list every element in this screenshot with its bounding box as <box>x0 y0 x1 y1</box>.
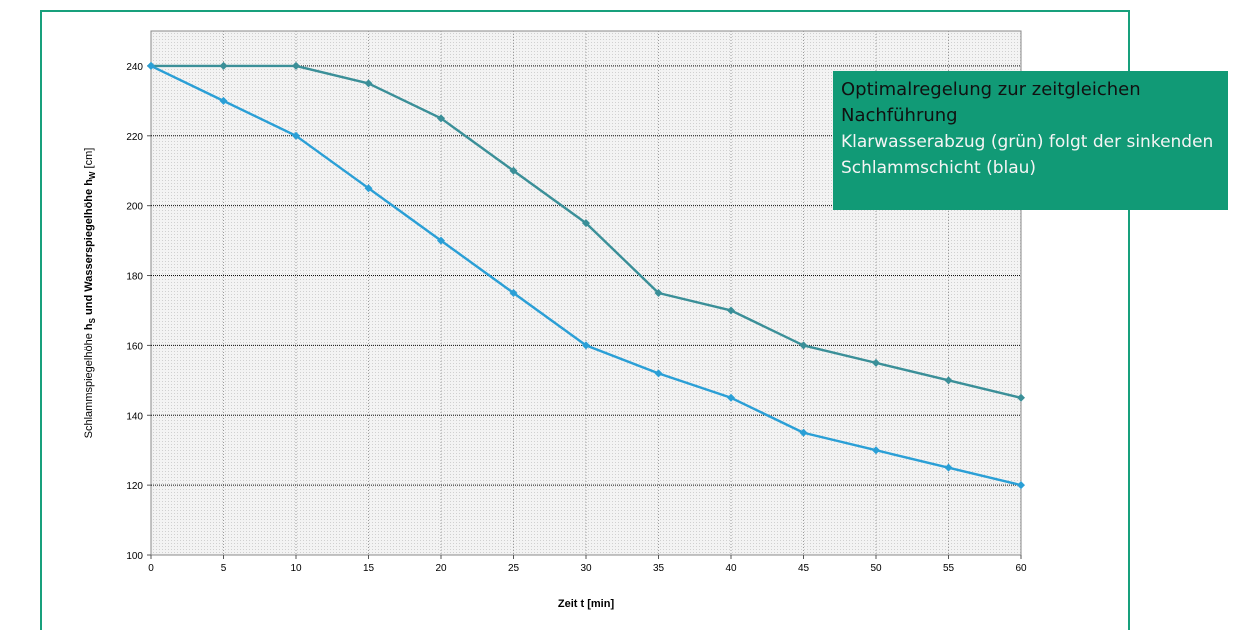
series-0-point <box>509 166 518 175</box>
x-tick-label: 45 <box>798 563 810 574</box>
y-tick-label: 180 <box>126 272 143 283</box>
series-1-point <box>219 96 228 105</box>
series-1-point <box>799 428 808 437</box>
series-0-point <box>219 61 228 70</box>
series-0-point <box>1017 393 1025 402</box>
chart-frame <box>40 10 1130 630</box>
y-axis-title: Schlammspiegelhöhe hS und Wasserspiegelh… <box>83 148 97 439</box>
series-0-point <box>799 341 808 350</box>
series-1-point <box>437 236 445 245</box>
series-0-point <box>944 376 953 385</box>
series-0-point <box>292 61 300 70</box>
x-tick-label: 50 <box>870 563 882 574</box>
y-tick-label: 120 <box>126 481 143 492</box>
x-tick-label: 10 <box>290 563 302 574</box>
series-0-point <box>727 306 735 315</box>
x-tick-label: 15 <box>363 563 375 574</box>
y-tick-label: 160 <box>126 341 143 352</box>
series-1-point <box>364 184 373 193</box>
y-tick-label: 220 <box>126 132 143 143</box>
x-tick-label: 40 <box>725 563 737 574</box>
x-tick-label: 55 <box>943 563 955 574</box>
series-1-point <box>872 446 880 455</box>
annotation-callout: Optimalregelung zur zeitgleichen Nachfüh… <box>833 71 1228 210</box>
y-tick-label: 240 <box>126 62 143 73</box>
series-1-point <box>509 289 518 297</box>
x-tick-label: 20 <box>435 563 447 574</box>
series-0-point <box>654 289 663 297</box>
x-tick-label: 35 <box>653 563 665 574</box>
series-1-point <box>147 61 155 70</box>
series-0-point <box>364 79 373 88</box>
y-tick-label: 200 <box>126 202 143 213</box>
annotation-body: Klarwasserabzug (grün) folgt der sinkend… <box>841 132 1214 178</box>
x-tick-label: 5 <box>221 563 227 574</box>
series-0-point <box>437 114 445 123</box>
x-tick-label: 30 <box>580 563 592 574</box>
series-1-point <box>944 463 953 472</box>
x-tick-label: 25 <box>508 563 520 574</box>
x-tick-label: 0 <box>148 563 154 574</box>
series-1-point <box>582 341 590 350</box>
series-1-point <box>1017 481 1025 490</box>
annotation-title: Optimalregelung zur zeitgleichen Nachfüh… <box>841 79 1141 126</box>
series-0-point <box>582 219 590 228</box>
series-0-point <box>872 358 880 367</box>
series-1-point <box>654 369 663 378</box>
y-tick-label: 140 <box>126 411 143 422</box>
x-tick-label: 60 <box>1015 563 1027 574</box>
series-1-point <box>727 393 735 402</box>
x-axis-title: Zeit t [min] <box>558 598 615 610</box>
series-1-point <box>292 131 300 140</box>
y-tick-label: 100 <box>126 551 143 562</box>
